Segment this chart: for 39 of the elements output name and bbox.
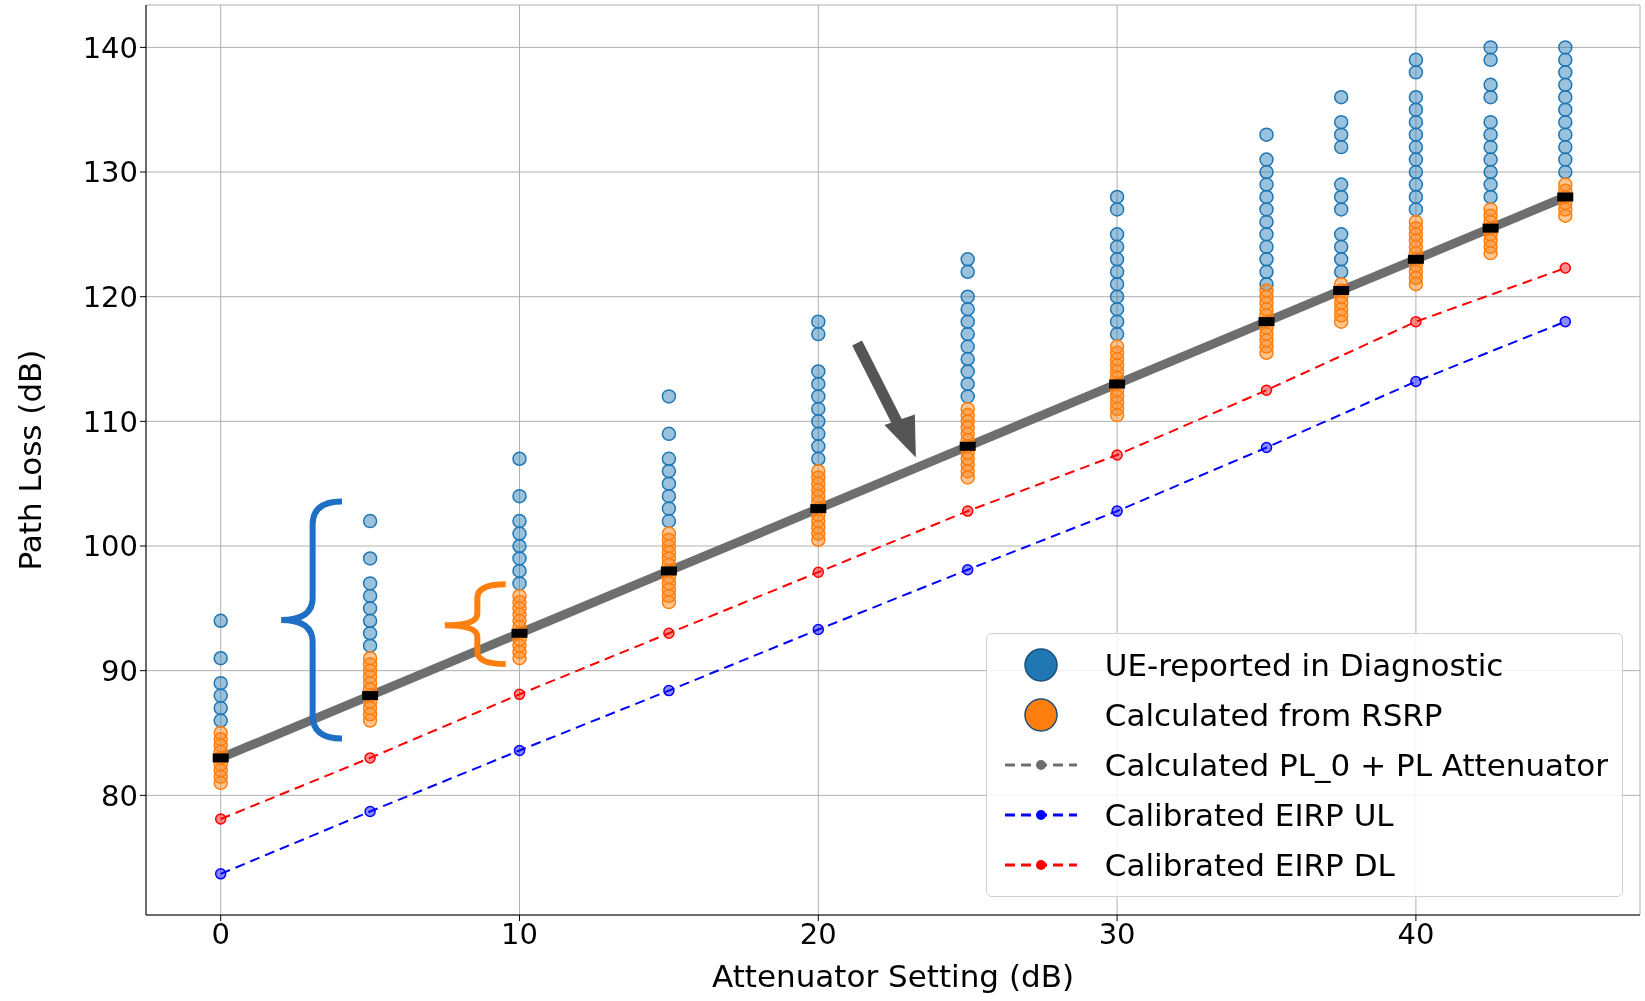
point <box>1111 505 1123 517</box>
point <box>364 752 376 764</box>
point <box>1111 449 1123 461</box>
x-tick-label: 10 <box>501 916 538 951</box>
x-tick-label: 30 <box>1098 916 1136 951</box>
x-axis-title: Attenuator Setting (dB) <box>711 958 1075 994</box>
point <box>1559 262 1572 274</box>
point <box>663 684 675 697</box>
y-tick-label: 130 <box>82 155 138 190</box>
point <box>214 813 227 825</box>
y-tick-label: 110 <box>82 404 138 439</box>
point <box>513 688 526 701</box>
y-tick-label: 90 <box>101 653 138 688</box>
point <box>961 505 974 517</box>
legend-label: Calibrated EIRP DL <box>1104 847 1395 883</box>
point <box>1260 441 1273 454</box>
point <box>214 868 227 880</box>
point <box>812 566 825 578</box>
y-tick-label: 80 <box>101 778 138 813</box>
y-axis-title: Path Loss (dB) <box>12 349 49 571</box>
y-tick-label: 120 <box>82 279 138 314</box>
legend-label: Calculated PL_0 + PL Attenuator <box>1104 747 1608 783</box>
x-tick-label: 0 <box>211 916 230 951</box>
point <box>1260 384 1273 396</box>
point <box>663 627 675 640</box>
legend-label: Calculated from RSRP <box>1104 697 1443 733</box>
point <box>513 744 526 757</box>
legend-label: UE-reported in Diagnostic <box>1104 647 1504 683</box>
y-tick-label: 100 <box>82 529 138 564</box>
point <box>1410 375 1422 388</box>
legend-label: Calibrated EIRP UL <box>1104 797 1394 833</box>
point <box>961 563 974 576</box>
y-tick-label: 140 <box>82 30 138 65</box>
point <box>364 805 376 818</box>
point <box>1559 315 1572 328</box>
x-tick-label: 20 <box>799 916 837 951</box>
point <box>1410 315 1422 328</box>
x-tick-label: 40 <box>1397 916 1435 951</box>
point <box>812 623 825 636</box>
